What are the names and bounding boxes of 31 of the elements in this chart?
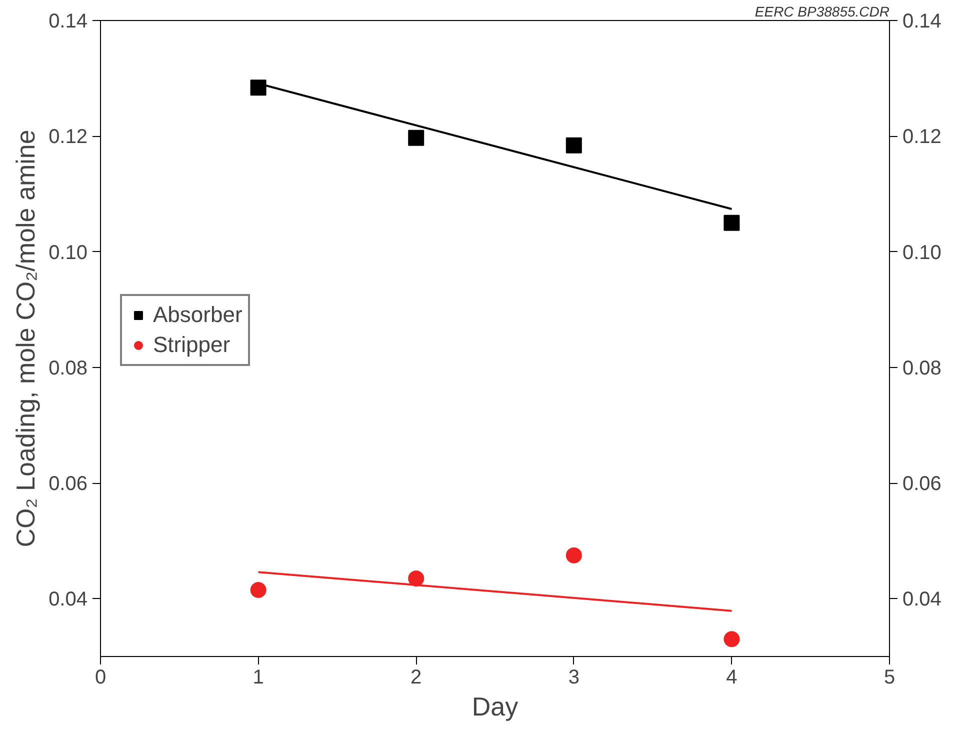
point [724, 631, 740, 648]
point [408, 130, 424, 146]
legend-label: Absorber [153, 302, 242, 328]
point [250, 582, 266, 598]
y-axis-title: CO₂ Loading, mole CO₂/mole amine [10, 130, 41, 548]
x-axis-title: Day [472, 692, 518, 722]
y-tick-label: 0.14 [48, 10, 88, 32]
y-tick-label: 0.12 [48, 126, 88, 148]
y2-tick-label: 0.06 [902, 473, 942, 496]
y2-tick-label: 0.12 [902, 126, 942, 148]
point [566, 547, 582, 564]
y-tick-label: 0.08 [48, 357, 88, 380]
y2-tick-label: 0.04 [902, 588, 942, 611]
y-tick-label: 0.10 [48, 242, 88, 264]
x-tick-label: 1 [252, 666, 264, 688]
y-tick-label: 0.04 [48, 588, 88, 611]
x-tick-label: 3 [568, 666, 580, 688]
y2-tick-label: 0.08 [902, 357, 942, 380]
y2-tick-label: 0.10 [902, 242, 942, 264]
x-tick-label: 5 [884, 666, 896, 688]
y2-tick-label: 0.14 [902, 10, 942, 32]
point [408, 570, 424, 586]
point [250, 80, 266, 96]
x-tick-label: 0 [94, 666, 106, 688]
point [566, 137, 582, 154]
legend-label: Stripper [153, 332, 230, 358]
point [724, 214, 740, 231]
y-tick-label: 0.06 [48, 473, 88, 496]
x-tick-label: 4 [726, 666, 738, 688]
x-tick-label: 2 [410, 666, 422, 688]
text: EERC BP38855.CDR [754, 4, 890, 20]
